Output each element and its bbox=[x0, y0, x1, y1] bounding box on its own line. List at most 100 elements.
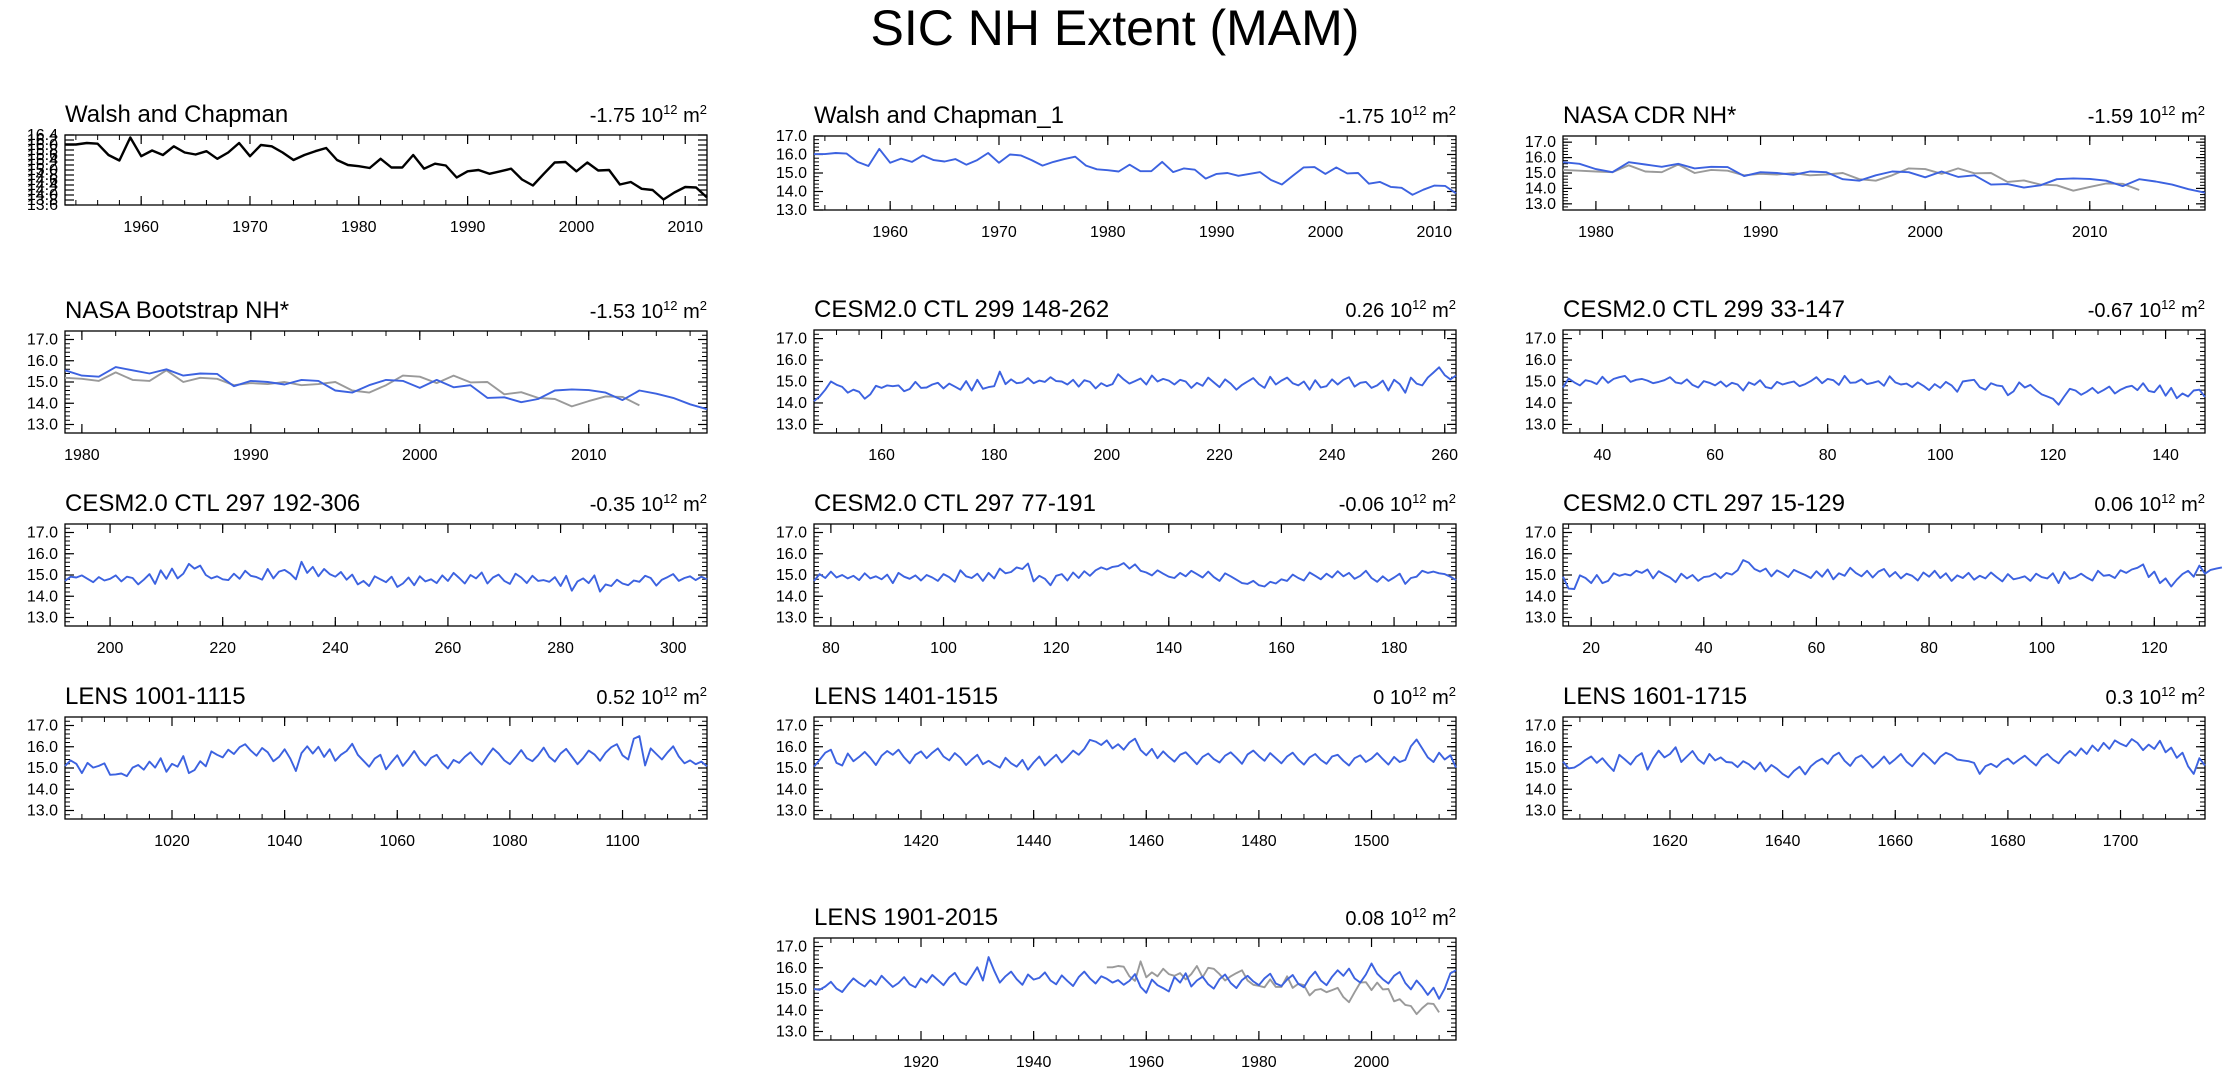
trend-unit: m bbox=[1427, 687, 1449, 709]
x-tick-label: 1460 bbox=[1128, 833, 1164, 850]
chart-panel: NASA Bootstrap NH* -1.53 1012 m2 13.0 14.0 1… bbox=[27, 297, 708, 464]
x-tick-label: 80 bbox=[1920, 640, 1938, 657]
panel-trend: -1.75 1012 m2 bbox=[1339, 103, 1456, 128]
y-tick-label: 16.4 bbox=[27, 127, 58, 144]
y-tick-label: 15.0 bbox=[776, 374, 807, 391]
chart-panel: LENS 1901-2015 0.08 1012 m2 13.0 14.0 15.0 16… bbox=[776, 904, 1457, 1067]
chart-panel: LENS 1001-1115 0.52 1012 m2 13.0 14.0 15.0 16… bbox=[27, 683, 708, 850]
y-tick-label: 15.2 bbox=[27, 157, 58, 174]
x-tick-label: 1660 bbox=[1877, 833, 1913, 850]
trend-unit: m bbox=[678, 105, 700, 127]
trend-value: 0.3 10 bbox=[2105, 687, 2161, 709]
y-tick-label: 15.0 bbox=[1525, 567, 1556, 584]
y-tick-label: 14.0 bbox=[1525, 180, 1556, 197]
x-tick-label: 1640 bbox=[1765, 833, 1801, 850]
x-tick-label: 20 bbox=[1582, 640, 1600, 657]
panel-trend: -1.53 1012 m2 bbox=[590, 298, 707, 323]
x-tick-label: 1990 bbox=[233, 447, 269, 464]
series-line bbox=[1562, 161, 2206, 194]
y-tick-label: 16.0 bbox=[1525, 739, 1556, 756]
plot-frame bbox=[64, 523, 708, 627]
chart-panel: CESM2.0 CTL 299 148-262 0.26 1012 m2 13.0 1… bbox=[776, 296, 1458, 464]
x-tick-label: 100 bbox=[2028, 640, 2055, 657]
trend-exponent: 12 bbox=[1412, 103, 1426, 118]
y-tick-label: 16.0 bbox=[776, 352, 807, 369]
plot-frame bbox=[813, 937, 1457, 1041]
panel-title: CESM2.0 CTL 299 148-262 bbox=[814, 296, 1109, 323]
panel-trend: -0.35 1012 m2 bbox=[590, 491, 707, 516]
y-tick-label: 17.0 bbox=[1525, 331, 1556, 348]
x-tick-label: 200 bbox=[97, 640, 124, 657]
x-tick-label: 100 bbox=[1927, 447, 1954, 464]
trend-unit: m bbox=[2176, 494, 2198, 516]
x-tick-label: 2000 bbox=[1907, 224, 1943, 241]
plot-frame bbox=[1562, 716, 2206, 820]
chart-panel: CESM2.0 CTL 297 77-191 -0.06 1012 m2 13.0 1… bbox=[776, 490, 1457, 657]
trend-value: -1.53 10 bbox=[590, 301, 663, 323]
x-tick-label: 100 bbox=[930, 640, 957, 657]
y-tick-label: 13.0 bbox=[776, 1024, 807, 1041]
x-tick-label: 1620 bbox=[1652, 833, 1688, 850]
chart-panel: CESM2.0 CTL 297 15-129 0.06 1012 m2 13.0 14… bbox=[1525, 490, 2223, 657]
x-tick-label: 300 bbox=[660, 640, 687, 657]
plot-frame bbox=[813, 135, 1457, 211]
plot-frame bbox=[813, 523, 1457, 627]
x-tick-label: 60 bbox=[1706, 447, 1724, 464]
x-tick-label: 1980 bbox=[1241, 1054, 1277, 1067]
trend-value: 0.08 10 bbox=[1345, 908, 1412, 930]
x-tick-label: 2000 bbox=[1308, 224, 1344, 241]
y-tick-label: 15.0 bbox=[27, 760, 58, 777]
trend-value: -1.59 10 bbox=[2088, 106, 2161, 128]
trend-value: -0.35 10 bbox=[590, 494, 663, 516]
y-tick-label: 16.0 bbox=[776, 147, 807, 164]
x-tick-label: 120 bbox=[2040, 447, 2067, 464]
x-tick-label: 1020 bbox=[154, 833, 190, 850]
trend-unit: m bbox=[2176, 300, 2198, 322]
chart-panel: CESM2.0 CTL 297 192-306 -0.35 1012 m2 13.0… bbox=[27, 490, 708, 657]
panel-title: CESM2.0 CTL 297 192-306 bbox=[65, 490, 360, 517]
panel-trend: -1.59 1012 m2 bbox=[2088, 103, 2205, 128]
x-tick-label: 1970 bbox=[981, 224, 1017, 241]
panel-trend: -0.06 1012 m2 bbox=[1339, 491, 1456, 516]
y-tick-label: 13.0 bbox=[1525, 803, 1556, 820]
y-tick-label: 13.0 bbox=[1525, 416, 1556, 433]
y-tick-label: 14.6 bbox=[27, 172, 58, 189]
plot-frame bbox=[813, 716, 1457, 820]
x-tick-label: 1920 bbox=[903, 1054, 939, 1067]
x-tick-label: 1080 bbox=[492, 833, 528, 850]
x-tick-label: 1980 bbox=[64, 447, 100, 464]
panel-title: LENS 1901-2015 bbox=[814, 904, 998, 931]
trend-unit: m bbox=[1427, 106, 1449, 128]
x-tick-label: 2000 bbox=[402, 447, 438, 464]
x-tick-label: 60 bbox=[1808, 640, 1826, 657]
trend-unit: m bbox=[1427, 908, 1449, 930]
x-tick-label: 1990 bbox=[1743, 224, 1779, 241]
trend-value: -0.06 10 bbox=[1339, 494, 1412, 516]
y-tick-label: 13.0 bbox=[1525, 196, 1556, 213]
y-tick-label: 15.0 bbox=[27, 567, 58, 584]
panel-title: NASA CDR NH* bbox=[1563, 102, 1736, 129]
trend-unit-exponent: 2 bbox=[1449, 103, 1456, 118]
y-tick-label: 16.0 bbox=[1525, 352, 1556, 369]
y-tick-label: 16.0 bbox=[1525, 150, 1556, 167]
y-tick-label: 15.0 bbox=[1525, 374, 1556, 391]
y-tick-label: 17.0 bbox=[27, 332, 58, 349]
y-tick-label: 17.0 bbox=[776, 939, 807, 956]
series-line bbox=[1562, 374, 2206, 406]
x-tick-label: 2000 bbox=[1354, 1054, 1390, 1067]
trend-exponent: 12 bbox=[663, 684, 677, 699]
x-tick-label: 240 bbox=[1319, 447, 1346, 464]
x-tick-label: 160 bbox=[1268, 640, 1295, 657]
series-line bbox=[1562, 163, 2140, 192]
panel-trend: 0.26 1012 m2 bbox=[1345, 297, 1456, 322]
y-tick-label: 17.0 bbox=[776, 128, 807, 145]
trend-unit-exponent: 2 bbox=[1449, 684, 1456, 699]
x-tick-label: 220 bbox=[209, 640, 236, 657]
x-tick-label: 1980 bbox=[1578, 224, 1614, 241]
x-tick-label: 1680 bbox=[1990, 833, 2026, 850]
trend-unit: m bbox=[2176, 687, 2198, 709]
y-tick-label: 17.0 bbox=[27, 718, 58, 735]
x-tick-label: 1040 bbox=[267, 833, 303, 850]
y-tick-label: 13.0 bbox=[776, 416, 807, 433]
